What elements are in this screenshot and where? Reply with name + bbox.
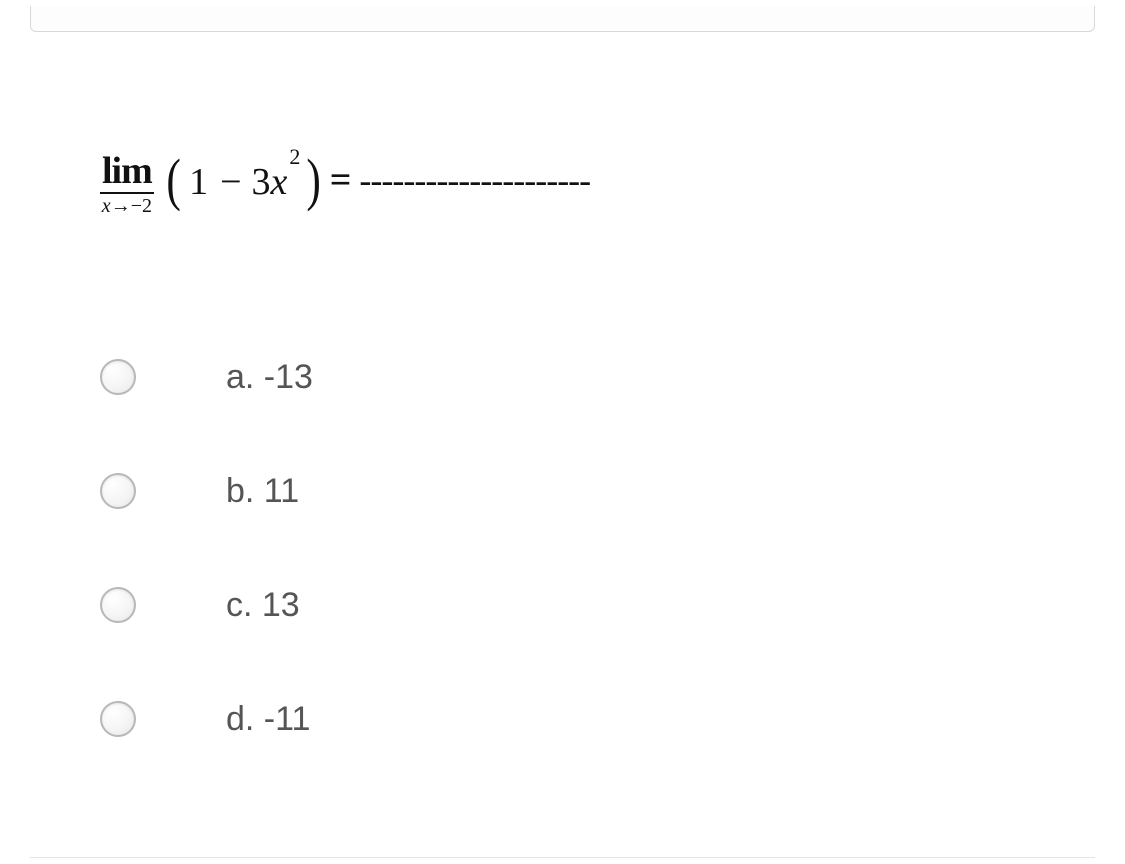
option-b[interactable]: b. 11 [100, 434, 313, 548]
radio-d[interactable] [100, 701, 136, 737]
radio-b[interactable] [100, 473, 136, 509]
option-d[interactable]: d. -11 [100, 662, 313, 776]
expr-power: 2 [289, 144, 300, 170]
limit-operator: lim x→−2 [100, 152, 154, 216]
top-panel-border [30, 6, 1095, 32]
equals-sign: = [330, 158, 352, 202]
limit-value: −2 [131, 195, 152, 217]
options-list: a. -13 b. 11 c. 13 d. -11 [100, 320, 313, 776]
question-stem: lim x→−2 ( 1 − 3x2 ) = -----------------… [100, 150, 590, 217]
expr-minus: − [220, 160, 241, 204]
limit-text: lim [100, 152, 154, 194]
option-d-label: d. -11 [226, 700, 310, 739]
page: lim x→−2 ( 1 − 3x2 ) = -----------------… [0, 0, 1125, 864]
expr-var: x [271, 160, 288, 204]
bottom-divider [30, 857, 1095, 858]
expr-coeff: 3 [252, 160, 271, 204]
expr-constant: 1 [189, 160, 208, 204]
answer-blank: --------------------- [359, 159, 590, 201]
option-c-label: c. 13 [226, 586, 300, 625]
radio-a[interactable] [100, 359, 136, 395]
limit-subscript: x→−2 [100, 194, 154, 216]
option-b-label: b. 11 [226, 472, 299, 511]
radio-c[interactable] [100, 587, 136, 623]
close-paren: ) [307, 146, 321, 213]
option-c[interactable]: c. 13 [100, 548, 313, 662]
option-a[interactable]: a. -13 [100, 320, 313, 434]
limit-arrow: → [111, 195, 131, 217]
limit-var: x [102, 195, 111, 217]
option-a-label: a. -13 [226, 358, 313, 397]
math-expression: lim x→−2 ( 1 − 3x2 ) = -----------------… [100, 174, 590, 191]
open-paren: ( [166, 146, 180, 213]
